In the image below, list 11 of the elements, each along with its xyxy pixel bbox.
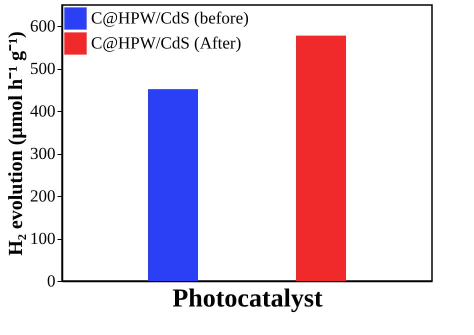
y-tick-label: 200 xyxy=(30,186,56,206)
y-tick-label: 300 xyxy=(30,144,56,164)
legend-label: C@HPW/CdS (before) xyxy=(91,8,249,28)
y-axis-title: H₂ evolution (μmol h⁻¹ g⁻¹) xyxy=(5,31,27,256)
y-tick-label: 0 xyxy=(47,272,56,290)
legend-label: C@HPW/CdS (After) xyxy=(91,34,242,52)
y-tick-label: 600 xyxy=(30,16,56,36)
y-tick-label: 100 xyxy=(30,229,56,248)
x-axis-title: Photocatalyst xyxy=(172,284,323,312)
y-tick-label: 500 xyxy=(30,59,56,78)
y-tick-label: 400 xyxy=(30,102,56,121)
